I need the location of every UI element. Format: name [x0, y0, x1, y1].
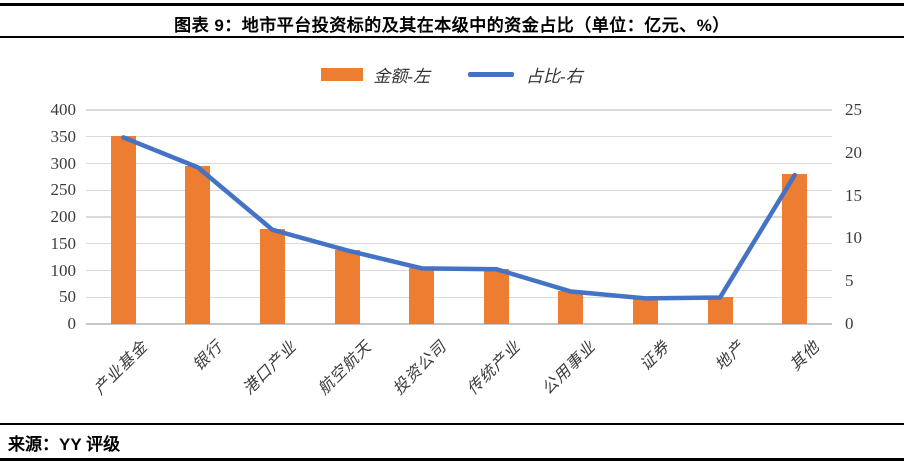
- left-axis-tick-350: 350: [50, 126, 77, 146]
- legend-bar-label: 金额-左: [373, 67, 430, 86]
- legend-line-label: 占比-右: [526, 67, 583, 86]
- gridline-200: [86, 216, 832, 218]
- right-axis-tick-20: 20: [845, 142, 862, 162]
- left-axis-tick-400: 400: [50, 100, 77, 119]
- left-axis-tick-50: 50: [59, 287, 76, 307]
- source-note: 来源：YY 评级: [8, 435, 121, 454]
- gridline-150: [86, 243, 832, 245]
- source-divider: [0, 423, 904, 425]
- title-underline: [0, 36, 904, 38]
- bar-证券: [633, 298, 658, 324]
- gridline-50: [86, 296, 832, 298]
- bar-港口产业: [260, 228, 285, 324]
- right-axis-tick-25: 25: [845, 100, 862, 119]
- bar-投资公司: [409, 267, 435, 324]
- legend: 金额-左 占比-右: [0, 62, 904, 87]
- bottom-border: [0, 458, 904, 461]
- ratio-line-path: [121, 135, 797, 301]
- gridline-0: [86, 323, 832, 325]
- right-axis-tick-0: 0: [845, 314, 854, 333]
- bar-航空航天: [334, 250, 360, 324]
- left-axis-tick-200: 200: [50, 207, 77, 226]
- left-axis-tick-0: 0: [67, 314, 77, 333]
- right-axis-tick-5: 5: [845, 271, 854, 291]
- gridline-400: [86, 109, 832, 111]
- left-axis-tick-100: 100: [50, 260, 77, 280]
- legend-line-swatch: [468, 72, 514, 77]
- gridline-300: [86, 162, 832, 165]
- bar-其他: [782, 174, 808, 324]
- right-axis-tick-15: 15: [845, 185, 862, 205]
- bar-传统产业: [483, 268, 509, 324]
- bar-地产: [707, 297, 733, 324]
- bar-产业基金: [110, 135, 136, 324]
- left-axis-tick-250: 250: [50, 180, 77, 200]
- legend-bar-swatch: [321, 68, 364, 81]
- gridline-350: [86, 136, 832, 138]
- left-axis-tick-300: 300: [50, 153, 77, 173]
- left-axis-tick-150: 150: [50, 233, 77, 253]
- gridline-250: [86, 189, 832, 191]
- right-axis-tick-10: 10: [845, 228, 862, 248]
- bar-银行: [185, 166, 211, 324]
- bar-公用事业: [558, 290, 584, 324]
- chart-title: 图表 9：地市平台投资标的及其在本级中的资金占比（单位：亿元、%）: [174, 16, 730, 35]
- top-border: [0, 3, 904, 6]
